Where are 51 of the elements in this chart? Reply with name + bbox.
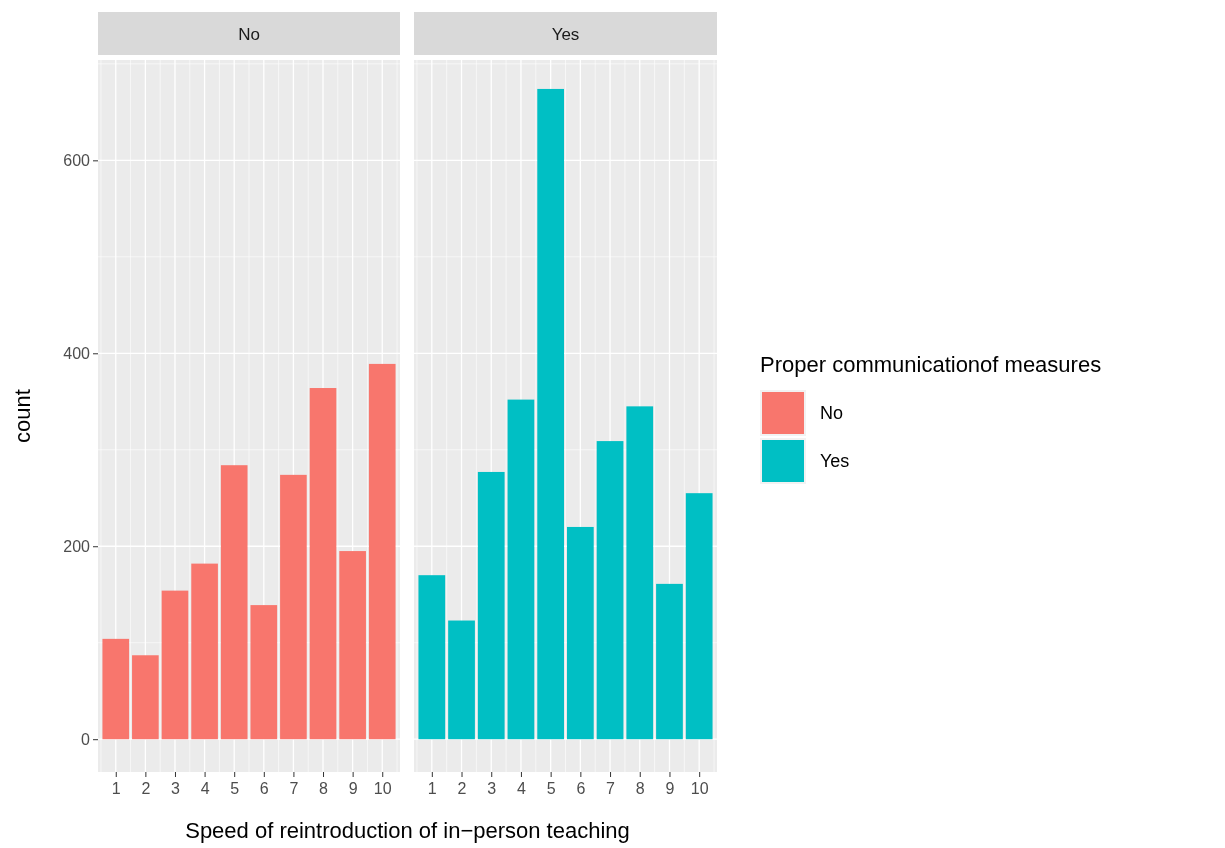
chart-title: Yes (551, 24, 580, 44)
x-tick-label: 10 (373, 780, 392, 798)
bar (626, 406, 654, 740)
bar (477, 471, 505, 740)
bar (537, 88, 565, 740)
text: No (820, 403, 844, 423)
x-tick-label: 7 (606, 780, 616, 798)
x-tick-label: 9 (665, 780, 675, 798)
x-tick-label: 6 (576, 780, 586, 798)
x-tick-label: 6 (259, 780, 269, 798)
y-axis-title: count (10, 389, 35, 443)
x-tick-label: 1 (111, 780, 121, 798)
x-tick-label: 8 (635, 780, 645, 798)
x-tick-label: 5 (546, 780, 556, 798)
x-axis-title: Speed of reintroduction of in−person teaching (185, 818, 630, 843)
text: Yes (820, 451, 850, 471)
y-tick-label: 400 (63, 344, 91, 362)
bar (132, 655, 159, 740)
x-tick-label: 5 (230, 780, 240, 798)
bar (102, 638, 130, 740)
bar (280, 474, 307, 740)
x-tick-label: 3 (487, 780, 497, 798)
bar (596, 441, 624, 740)
x-tick-label: 3 (171, 780, 181, 798)
bar (250, 605, 278, 740)
x-tick-label: 7 (289, 780, 299, 798)
bar (448, 620, 475, 740)
bar (339, 551, 366, 740)
x-tick-label: 2 (141, 780, 151, 798)
y-tick-label: 200 (63, 537, 91, 555)
x-tick-label: 2 (457, 780, 467, 798)
bar (161, 590, 189, 740)
x-tick-label: 8 (319, 780, 329, 798)
bar (685, 493, 713, 740)
bar (418, 575, 446, 740)
x-tick-label: 4 (200, 780, 210, 798)
x-tick-label: 4 (516, 780, 526, 798)
bar (220, 465, 248, 740)
bar (309, 388, 337, 740)
bar (368, 363, 396, 740)
y-tick-label: 0 (81, 730, 91, 748)
legend-title: Proper communicationof measures (760, 352, 1102, 377)
x-tick-label: 9 (348, 780, 358, 798)
chart-title: No (238, 24, 260, 44)
y-tick-label: 600 (63, 151, 91, 169)
bar (656, 583, 683, 740)
x-tick-label: 1 (427, 780, 437, 798)
bar (191, 563, 218, 740)
bar (566, 526, 594, 740)
x-tick-label: 10 (690, 780, 709, 798)
bar (507, 399, 535, 740)
